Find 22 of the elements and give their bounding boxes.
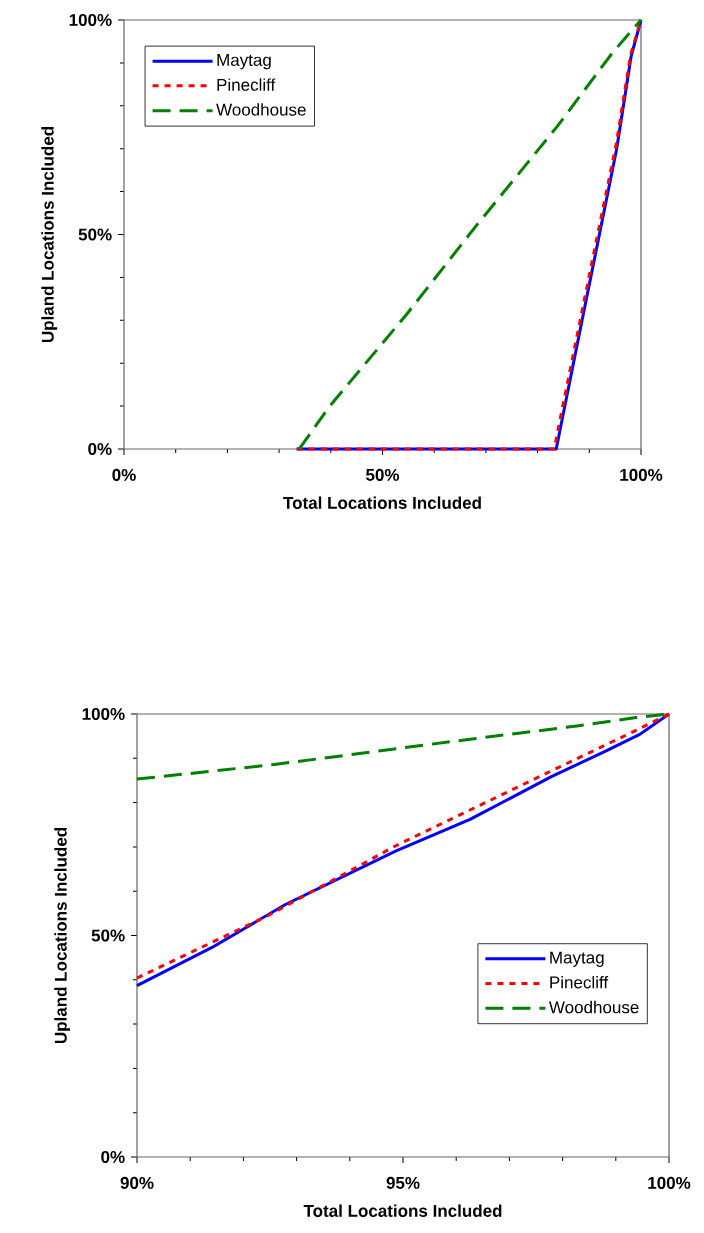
y-tick-label: 50%: [78, 228, 112, 241]
x-tick-label: 100%: [648, 1176, 691, 1189]
legend-label: Maytag: [217, 54, 271, 70]
x-axis-title: Total Locations Included: [283, 496, 481, 509]
x-tick-label: 95%: [386, 1176, 420, 1189]
legend-label: Pinecliff: [550, 975, 609, 989]
y-tick-label: 0%: [88, 442, 112, 456]
x-tick-label: 100%: [620, 468, 663, 481]
x-axis-title: Total Locations Included: [303, 1204, 502, 1217]
x-tick-label: 0%: [112, 468, 136, 481]
y-tick-label: 100%: [69, 13, 112, 27]
x-tick-label: 50%: [366, 468, 400, 481]
legend-label: Maytag: [550, 951, 604, 967]
y-tick-label: 50%: [91, 929, 125, 942]
legend-label: Pinecliff: [217, 78, 276, 91]
y-axis-title: Upland Locations Included: [54, 827, 71, 1044]
y-tick-label: 100%: [82, 707, 125, 721]
x-tick-label: 90%: [120, 1176, 154, 1189]
y-axis-title: Upland Locations Included: [41, 126, 58, 343]
legend-label: Woodhouse: [216, 103, 306, 116]
y-tick-label: 0%: [101, 1150, 125, 1164]
legend-label: Woodhouse: [548, 1000, 639, 1014]
